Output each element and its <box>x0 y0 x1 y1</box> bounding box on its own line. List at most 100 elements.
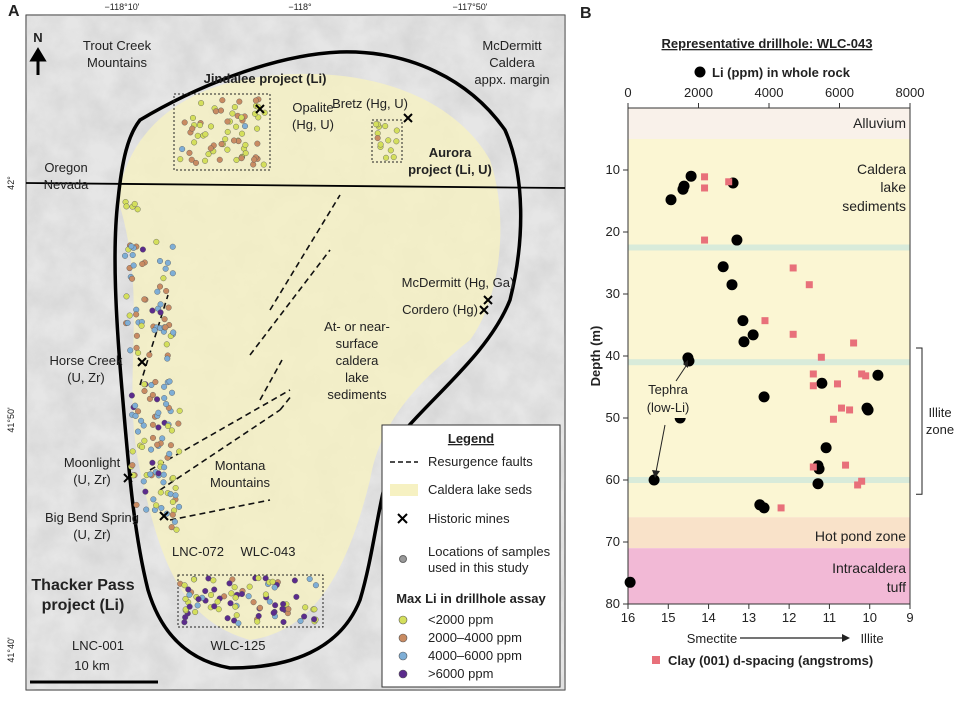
sample-point <box>383 154 390 161</box>
sample-point <box>250 161 257 168</box>
sample-point <box>311 606 318 613</box>
map-label: caldera <box>336 353 379 368</box>
sample-point <box>266 598 273 605</box>
legend-sample <box>399 555 407 563</box>
legend-label: Li (ppm) in whole rock <box>712 65 851 80</box>
sample-point <box>242 150 249 157</box>
sample-point <box>211 586 218 593</box>
clay-point <box>789 330 797 338</box>
tephra-arrowhead <box>683 360 688 368</box>
clay-point <box>761 317 769 325</box>
sample-point <box>217 107 224 114</box>
sample-point <box>129 448 136 455</box>
y-tick-label: 20 <box>606 224 620 239</box>
sample-point <box>236 98 243 105</box>
li-point <box>731 234 743 246</box>
li-point <box>677 183 689 195</box>
map-label: WLC-043 <box>241 544 296 559</box>
map-label: Montana <box>215 458 266 473</box>
sample-point <box>231 104 238 111</box>
sample-point <box>245 593 252 600</box>
legend-swatch <box>398 651 408 661</box>
sample-point <box>270 609 277 616</box>
tephra-bg <box>636 378 702 418</box>
zone-label: Caldera <box>857 161 906 177</box>
sample-point <box>232 594 239 601</box>
sample-point <box>168 524 175 531</box>
sample-point <box>131 200 138 207</box>
sample-point <box>126 312 133 319</box>
sample-point <box>302 604 309 611</box>
y-tick-label: 80 <box>606 596 620 611</box>
sample-point <box>168 427 175 434</box>
sample-point <box>169 511 176 518</box>
x2-tick-label: 16 <box>621 610 635 625</box>
sample-point <box>165 304 172 311</box>
sample-point <box>262 575 269 582</box>
sample-point <box>271 584 278 591</box>
legend-swatch <box>398 633 408 643</box>
sample-point <box>135 408 142 415</box>
sample-point <box>255 612 262 619</box>
sample-point <box>229 110 236 117</box>
sample-point <box>374 135 381 142</box>
sample-point <box>228 590 235 597</box>
sample-point <box>138 417 145 424</box>
y-tick-label: 50 <box>606 410 620 425</box>
li-point <box>816 377 828 389</box>
zone-label: Intracaldera <box>832 560 906 576</box>
thacker-box <box>177 574 324 628</box>
map-label: (U, Zr) <box>73 527 111 542</box>
sample-point <box>224 128 231 135</box>
sample-point <box>196 122 203 129</box>
sample-point <box>224 146 231 153</box>
sample-point <box>210 577 217 584</box>
sample-point <box>142 488 149 495</box>
map-label: 10 km <box>74 658 109 673</box>
li-point <box>717 261 729 273</box>
map-label: McDermitt (Hg, Ga) <box>402 275 515 290</box>
sample-point <box>138 322 145 329</box>
x2-tick-label: 9 <box>906 610 913 625</box>
sample-point <box>128 392 135 399</box>
sample-point <box>152 378 159 385</box>
sample-point <box>170 474 177 481</box>
sample-point <box>211 603 218 610</box>
zone-label: Alluvium <box>853 115 906 131</box>
legend-swatch <box>398 669 408 679</box>
sample-point <box>149 421 156 428</box>
sample-point <box>146 351 153 358</box>
map-label: (U, Zr) <box>73 472 111 487</box>
sample-point <box>169 243 176 250</box>
clay-point <box>838 404 846 412</box>
li-point <box>820 442 832 454</box>
clay-point <box>817 353 825 361</box>
sample-point <box>377 141 384 148</box>
sample-point <box>393 138 400 145</box>
sample-point <box>219 97 226 104</box>
x2-tick-label: 12 <box>782 610 796 625</box>
sample-point <box>160 479 167 486</box>
x2-tick-label: 10 <box>862 610 876 625</box>
sample-point <box>254 618 261 625</box>
sample-point <box>202 131 209 138</box>
sample-point <box>155 470 162 477</box>
li-point <box>624 576 636 588</box>
tephra-label: (low-Li) <box>647 400 690 415</box>
x-tick-label: 8000 <box>896 85 925 100</box>
sample-point <box>301 613 308 620</box>
sample-point <box>127 347 134 354</box>
sample-point <box>162 324 169 331</box>
x2-note: Smectite <box>687 631 738 646</box>
tephra-label: Tephra <box>648 382 689 397</box>
lat-tick: 41°50' <box>6 407 16 433</box>
sample-point <box>254 125 261 132</box>
sample-point <box>195 596 202 603</box>
legend-marker <box>652 656 660 664</box>
sample-point <box>129 252 136 259</box>
sample-point <box>190 576 197 583</box>
legend-item: Resurgence faults <box>428 454 533 469</box>
x2-tick-label: 15 <box>661 610 675 625</box>
sample-point <box>224 615 231 622</box>
sample-point <box>166 450 173 457</box>
